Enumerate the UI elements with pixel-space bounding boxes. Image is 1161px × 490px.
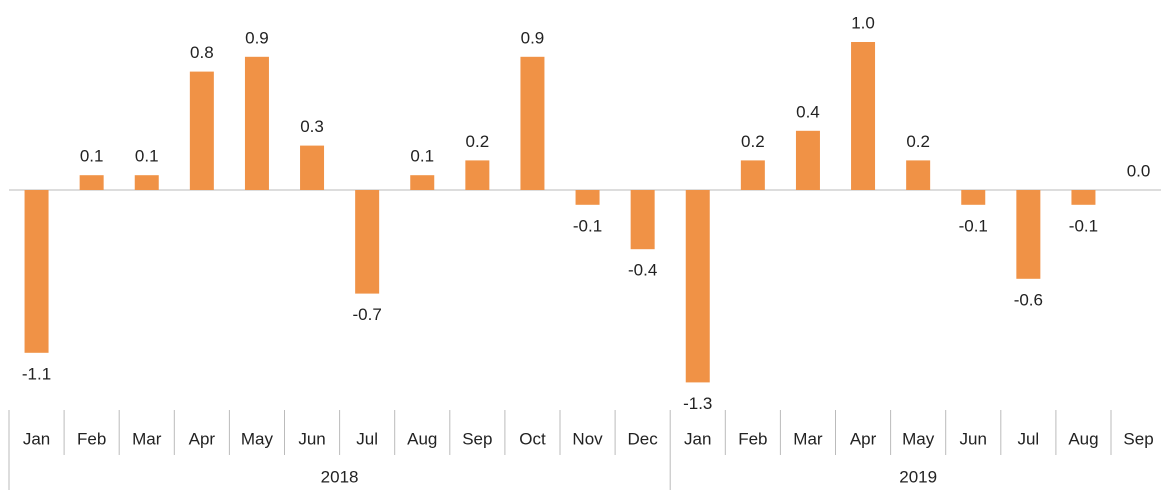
bar (24, 190, 49, 353)
bar (410, 175, 435, 190)
data-label: 0.2 (906, 132, 930, 151)
x-tick-label: Oct (519, 429, 546, 448)
data-label: -1.3 (683, 394, 712, 413)
x-tick-label: Jan (684, 429, 711, 448)
x-tick-label: Jun (298, 429, 325, 448)
x-tick-label: Jul (356, 429, 378, 448)
x-tick-label: Sep (1123, 429, 1153, 448)
bar (134, 175, 159, 190)
x-tick-label: Apr (189, 429, 216, 448)
bar (1016, 190, 1041, 279)
data-label: 0.9 (521, 28, 545, 47)
x-tick-label: Jan (23, 429, 50, 448)
bar (740, 160, 765, 190)
bar (520, 56, 545, 190)
bar (906, 160, 931, 190)
data-label: 0.1 (410, 147, 434, 166)
x-tick-label: Dec (628, 429, 659, 448)
x-tick-label: Aug (1068, 429, 1098, 448)
x-tick-label: Aug (407, 429, 437, 448)
bar (465, 160, 490, 190)
x-tick-label: May (241, 429, 274, 448)
x-tick-label: Feb (77, 429, 106, 448)
x-tick-label: Mar (793, 429, 823, 448)
group-label: 2018 (321, 467, 359, 486)
data-label: -0.6 (1014, 290, 1043, 309)
x-tick-label: May (902, 429, 935, 448)
group-label: 2019 (899, 467, 937, 486)
bar (244, 56, 269, 190)
x-tick-label: Jul (1017, 429, 1039, 448)
x-tick-label: Apr (850, 429, 877, 448)
data-label: 0.3 (300, 117, 324, 136)
bar (795, 130, 820, 190)
data-label: -0.4 (628, 261, 657, 280)
data-label: 0.1 (135, 147, 159, 166)
bar (575, 190, 600, 205)
x-tick-label: Nov (572, 429, 603, 448)
bar (300, 145, 325, 190)
bar (961, 190, 986, 205)
bar (851, 42, 876, 190)
data-label: 0.0 (1127, 161, 1151, 180)
data-label: 0.2 (741, 132, 765, 151)
x-tick-label: Jun (960, 429, 987, 448)
data-label: -0.7 (353, 305, 382, 324)
data-label: -0.1 (573, 216, 602, 235)
bar (630, 190, 655, 250)
data-label: 0.8 (190, 43, 214, 62)
data-label: -0.1 (959, 216, 988, 235)
data-label: 0.1 (80, 147, 104, 166)
data-label: -0.1 (1069, 216, 1098, 235)
bar (1071, 190, 1096, 205)
data-label: 0.4 (796, 102, 820, 121)
data-label: -1.1 (22, 364, 51, 383)
data-label: 1.0 (851, 13, 875, 32)
data-label: 0.9 (245, 28, 269, 47)
x-tick-label: Feb (738, 429, 767, 448)
bar (79, 175, 104, 190)
x-tick-label: Sep (462, 429, 492, 448)
data-label: 0.2 (466, 132, 490, 151)
bar (355, 190, 380, 294)
x-tick-label: Mar (132, 429, 162, 448)
bar (189, 71, 214, 190)
bar (685, 190, 710, 383)
